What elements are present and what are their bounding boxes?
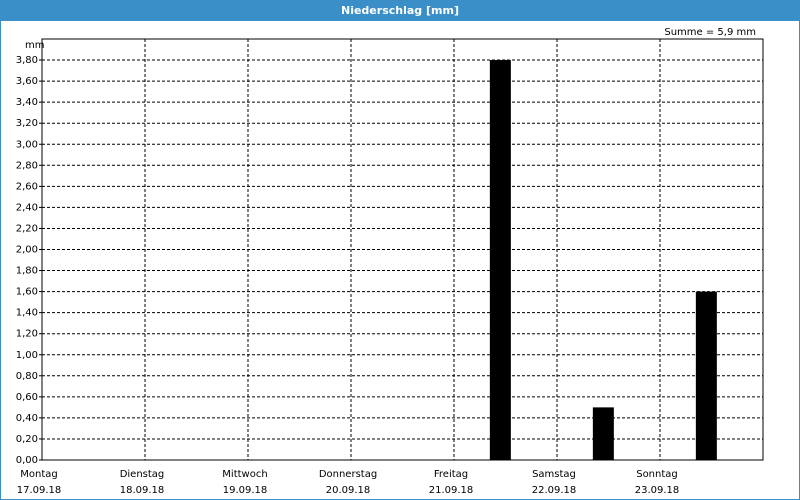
y-tick-label: 3,00 (16, 139, 38, 150)
chart: Summe = 5,9 mm mm 0,00 0,20 0,40 0,60 0,80 1,… (16, 27, 764, 496)
y-tick-label: 2,60 (16, 181, 38, 192)
y-tick-label: 0,20 (16, 434, 38, 445)
bar (695, 291, 717, 460)
chart-title: Niederschlag [mm] (1, 1, 799, 21)
x-tick-label: Freitag (434, 469, 468, 480)
x-tick-label: Dienstag (120, 469, 165, 480)
y-tick-label: 2,40 (16, 202, 38, 213)
x-date-label: 21.09.18 (429, 485, 474, 496)
x-tick-label: Samstag (532, 469, 576, 480)
x-tick-label: Montag (20, 469, 57, 480)
y-tick-label: 2,80 (16, 160, 38, 171)
y-tick-label: 0,40 (16, 413, 38, 424)
plot-frame (41, 38, 764, 461)
bar (592, 407, 614, 460)
x-date-label: 18.09.18 (120, 485, 165, 496)
y-tick-label: 0,60 (16, 392, 38, 403)
y-tick-label: 0,00 (16, 455, 38, 466)
y-tick-label: 3,20 (16, 118, 38, 129)
y-tick-label: 1,00 (16, 350, 38, 361)
x-date-label: 22.09.18 (532, 485, 577, 496)
y-tick-label: 3,80 (16, 55, 38, 66)
x-date-label: 17.09.18 (17, 485, 62, 496)
y-tick-label: 2,20 (16, 223, 38, 234)
x-tick-label: Sonntag (636, 469, 678, 480)
y-tick-label: 1,80 (16, 266, 38, 277)
x-tick-label: Mittwoch (222, 469, 267, 480)
x-tick-label: Donnerstag (319, 469, 377, 480)
annotation: Summe = 5,9 mm (664, 27, 756, 38)
x-date-label: 23.09.18 (635, 485, 680, 496)
bar (489, 60, 511, 461)
y-tick-label: 2,00 (16, 245, 38, 256)
y-axis-label: mm (25, 40, 44, 51)
y-tick-label: 0,80 (16, 371, 38, 382)
y-tick-label: 3,60 (16, 76, 38, 87)
x-date-label: 19.09.18 (223, 485, 268, 496)
y-tick-label: 1,60 (16, 287, 38, 298)
x-date-label: 20.09.18 (326, 485, 371, 496)
y-tick-label: 1,20 (16, 329, 38, 340)
y-tick-label: 1,40 (16, 308, 38, 319)
y-tick-label: 3,40 (16, 97, 38, 108)
